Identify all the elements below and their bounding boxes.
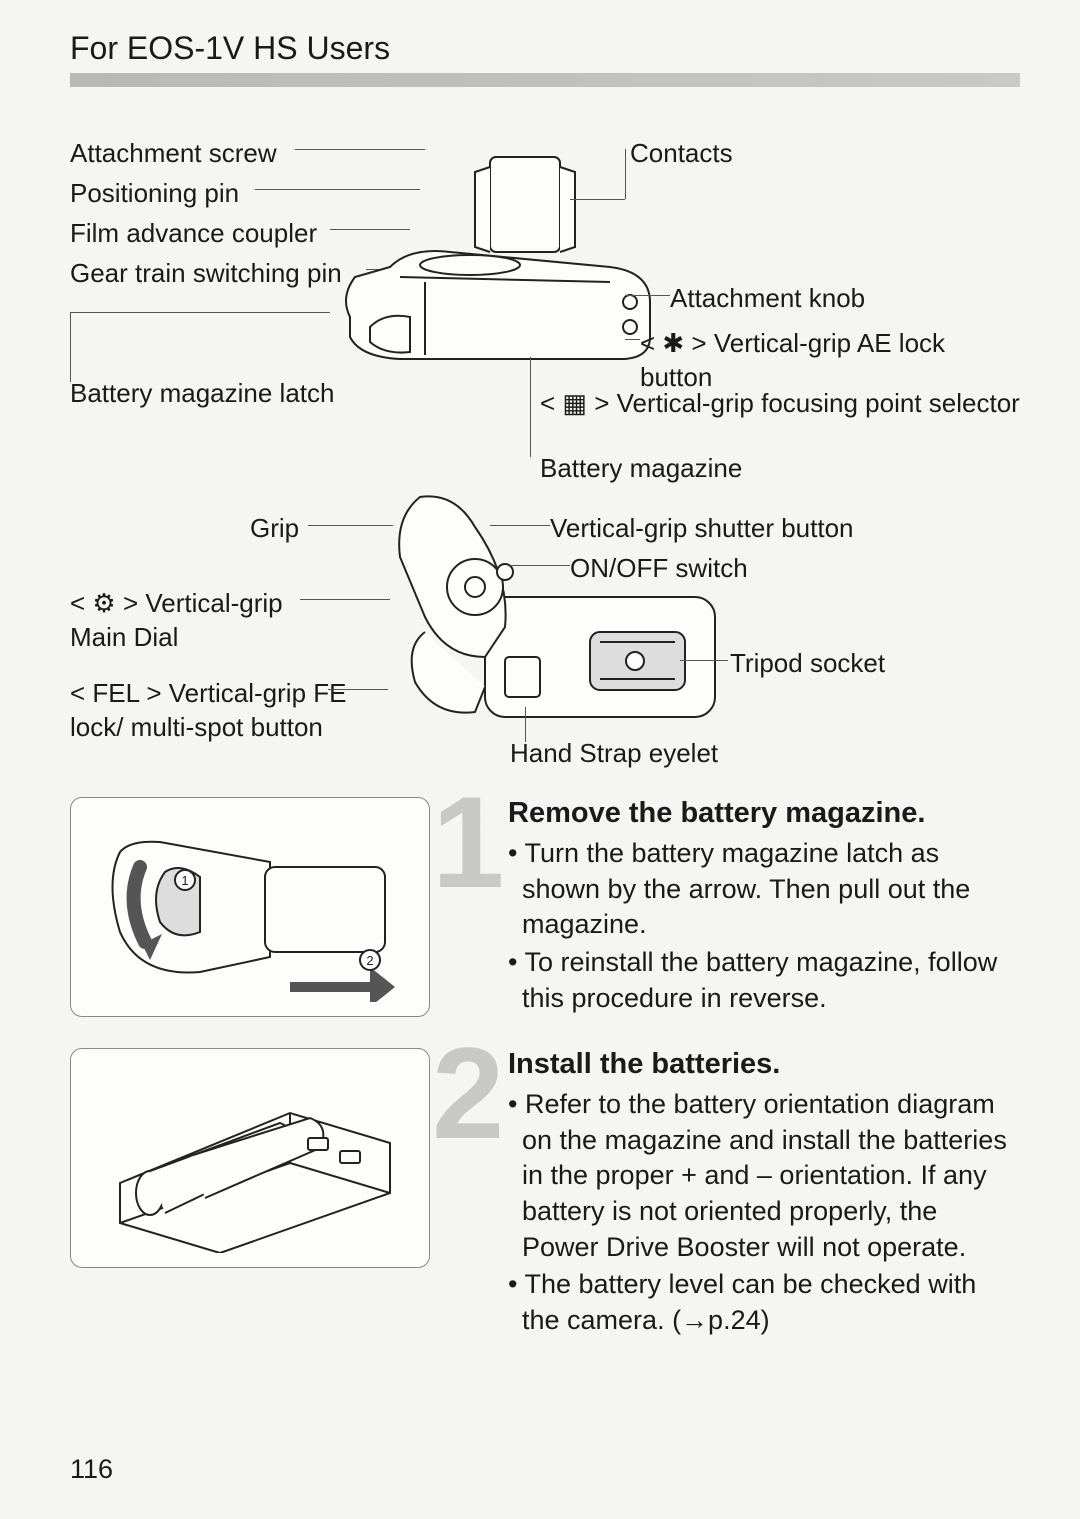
- label-attachment-screw: Attachment screw: [70, 137, 277, 171]
- label-contacts: Contacts: [630, 137, 733, 171]
- header-divider: [70, 73, 1020, 87]
- label-battery-mag-latch: Battery magazine latch: [70, 377, 334, 411]
- grip-bottom-diagram: [365, 457, 725, 757]
- step-1: 1 2 1 Remove the battery magazine. Turn …: [70, 797, 1020, 1018]
- step-2-number: 2: [432, 1028, 504, 1158]
- label-gear-train-pin: Gear train switching pin: [70, 257, 342, 291]
- step-2: 2 Install the batteries. Refer to the ba…: [70, 1048, 1020, 1340]
- page-title: For EOS-1V HS Users: [70, 30, 1020, 67]
- parts-diagram: Attachment screw Positioning pin Film ad…: [70, 137, 1020, 777]
- grip-top-diagram: [330, 127, 660, 397]
- step-1-bullet-2: To reinstall the battery magazine, follo…: [508, 945, 1020, 1016]
- steps-section: 1 2 1 Remove the battery magazine. Turn …: [70, 797, 1020, 1341]
- label-strap-eyelet: Hand Strap eyelet: [510, 737, 718, 771]
- label-focus-selector: < ▦ > Vertical-grip focusing point selec…: [540, 387, 1020, 421]
- svg-text:1: 1: [181, 873, 188, 888]
- label-onoff: ON/OFF switch: [570, 552, 748, 586]
- step-2-illustration: [70, 1048, 430, 1268]
- label-grip: Grip: [250, 512, 299, 546]
- svg-text:2: 2: [366, 953, 373, 968]
- step-2-bullet-1: Refer to the battery orientation diagram…: [508, 1087, 1020, 1265]
- step-1-number: 1: [432, 777, 504, 907]
- label-attachment-knob: Attachment knob: [670, 282, 865, 316]
- page-number: 116: [70, 1454, 113, 1485]
- label-positioning-pin: Positioning pin: [70, 177, 239, 211]
- label-film-advance-coupler: Film advance coupler: [70, 217, 317, 251]
- step-1-heading: Remove the battery magazine.: [508, 797, 1020, 830]
- step-2-heading: Install the batteries.: [508, 1048, 1020, 1081]
- label-fe-lock: < FEL > Vertical-grip FE lock/ multi-spo…: [70, 677, 360, 745]
- label-tripod: Tripod socket: [730, 647, 885, 681]
- step-1-bullet-1: Turn the battery magazine latch as shown…: [508, 836, 1020, 943]
- label-ae-lock: < ✱ > Vertical-grip AE lock button: [640, 327, 1010, 395]
- label-shutter-btn: Vertical-grip shutter button: [550, 512, 854, 546]
- label-main-dial: < ⚙ > Vertical-grip Main Dial: [70, 587, 330, 655]
- step-2-bullet-2: The battery level can be checked with th…: [508, 1267, 1020, 1338]
- step-1-illustration: 1 2: [70, 797, 430, 1017]
